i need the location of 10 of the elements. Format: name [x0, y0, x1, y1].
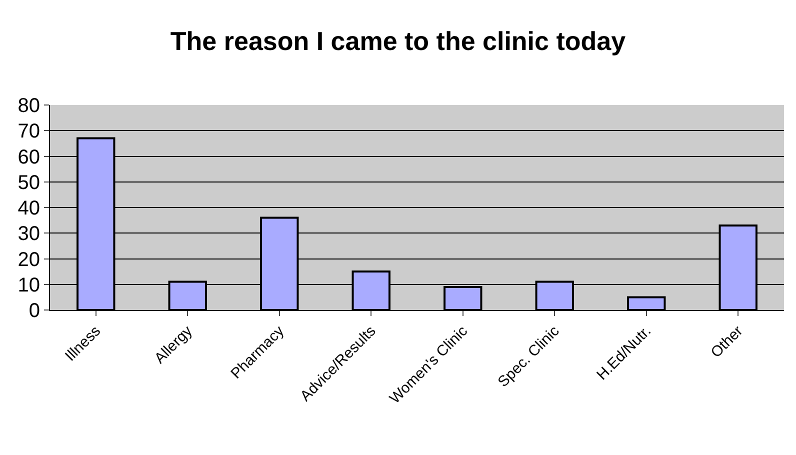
y-tick-label: 10 [18, 274, 40, 296]
y-tick-label: 0 [28, 300, 40, 322]
y-tick-label: 40 [18, 198, 40, 220]
y-tick-label: 70 [18, 120, 40, 143]
y-tick-label: 20 [18, 248, 40, 271]
y-tick-label: 50 [18, 172, 40, 194]
y-tick-label: 30 [18, 223, 40, 246]
chart-title: The reason I came to the clinic today [170, 26, 626, 56]
y-tick-label: 60 [18, 146, 40, 168]
y-tick-label: 80 [18, 95, 40, 117]
